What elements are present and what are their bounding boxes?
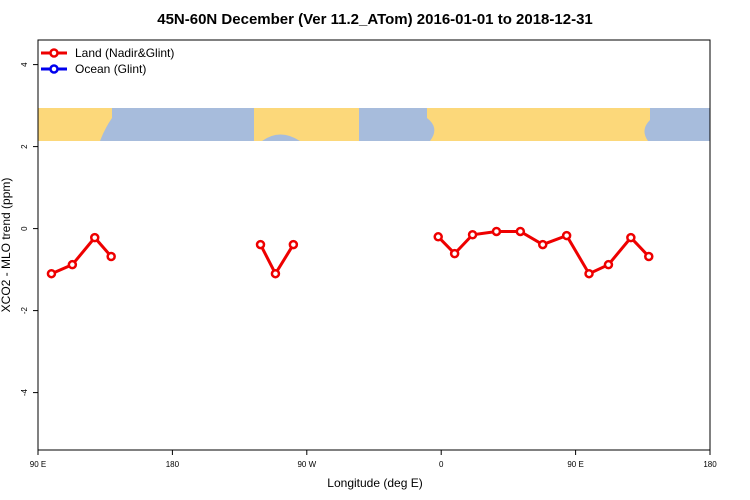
data-point	[626, 232, 636, 243]
data-point	[537, 239, 548, 250]
legend-label: Ocean (Glint)	[75, 62, 146, 76]
chart-title: 45N-60N December (Ver 11.2_ATom) 2016-01…	[157, 11, 593, 28]
data-point	[255, 239, 266, 250]
data-point	[584, 268, 594, 279]
y-tick-label: -4	[20, 388, 29, 396]
x-tick-label: 180	[166, 460, 180, 469]
data-point	[603, 259, 614, 270]
data-line	[50, 235, 113, 276]
plot-frame	[37, 39, 711, 451]
y-tick-label: 4	[20, 62, 29, 67]
legend-marker	[49, 64, 59, 74]
y-tick-label: 2	[20, 144, 29, 149]
data-point	[288, 239, 299, 250]
data-point	[491, 226, 502, 237]
map-band	[38, 108, 710, 141]
data-point	[449, 248, 460, 259]
data-point	[106, 251, 116, 262]
x-tick-label: 180	[703, 460, 717, 469]
data-point	[467, 230, 478, 240]
data-point	[515, 226, 526, 237]
data-point	[89, 232, 100, 243]
data-point	[644, 251, 654, 262]
y-axis-label: XCO2 - MLO trend (ppm)	[0, 178, 13, 313]
x-tick-label: 90 E	[30, 460, 46, 469]
y-tick-label: 0	[20, 226, 29, 231]
data-point	[270, 268, 281, 279]
x-tick-label: 90 E	[567, 460, 583, 469]
x-tick-label: 90 W	[297, 460, 316, 469]
x-axis-label: Longitude (deg E)	[327, 476, 422, 490]
y-tick-label: -2	[20, 306, 29, 314]
legend-marker	[49, 48, 59, 58]
data-point	[67, 259, 78, 270]
data-point	[433, 232, 443, 242]
x-tick-label: 0	[439, 460, 444, 469]
data-point	[561, 230, 572, 241]
legend-label: Land (Nadir&Glint)	[75, 46, 174, 60]
data-point	[46, 268, 57, 279]
